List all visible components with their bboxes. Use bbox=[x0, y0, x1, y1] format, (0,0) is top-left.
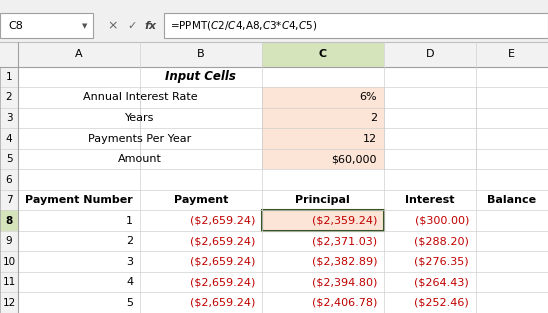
Text: ($2,659.24): ($2,659.24) bbox=[190, 257, 255, 267]
Text: Payments Per Year: Payments Per Year bbox=[88, 134, 192, 144]
Text: ($2,659.24): ($2,659.24) bbox=[190, 277, 255, 287]
Bar bbox=[0, 210, 18, 231]
Text: ($264.43): ($264.43) bbox=[414, 277, 469, 287]
Text: Payment: Payment bbox=[174, 195, 228, 205]
Text: ($300.00): ($300.00) bbox=[415, 216, 469, 226]
Text: 12: 12 bbox=[363, 134, 377, 144]
Text: fx: fx bbox=[145, 21, 157, 31]
Text: 8: 8 bbox=[5, 216, 13, 226]
Text: 5: 5 bbox=[5, 154, 13, 164]
Text: ($2,359.24): ($2,359.24) bbox=[312, 216, 377, 226]
Text: 3: 3 bbox=[126, 257, 133, 267]
Text: 1: 1 bbox=[126, 216, 133, 226]
Text: ($2,659.24): ($2,659.24) bbox=[190, 216, 255, 226]
Bar bbox=[262, 87, 384, 108]
Text: ($2,659.24): ($2,659.24) bbox=[190, 298, 255, 308]
Text: $60,000: $60,000 bbox=[332, 154, 377, 164]
Bar bbox=[164, 13, 548, 38]
Text: 11: 11 bbox=[2, 277, 16, 287]
Bar bbox=[262, 149, 384, 169]
Text: Amount: Amount bbox=[118, 154, 162, 164]
Text: ($2,394.80): ($2,394.80) bbox=[312, 277, 377, 287]
Text: ($2,382.89): ($2,382.89) bbox=[311, 257, 377, 267]
Text: B: B bbox=[197, 49, 204, 59]
Text: Payment Number: Payment Number bbox=[25, 195, 133, 205]
Bar bbox=[0, 67, 18, 313]
Text: 4: 4 bbox=[126, 277, 133, 287]
Text: 2: 2 bbox=[126, 236, 133, 246]
Text: 6%: 6% bbox=[359, 92, 377, 102]
Text: 12: 12 bbox=[2, 298, 16, 308]
Text: Input Cells: Input Cells bbox=[165, 70, 236, 84]
Text: 6: 6 bbox=[5, 175, 13, 185]
Text: Annual Interest Rate: Annual Interest Rate bbox=[83, 92, 197, 102]
Text: Years: Years bbox=[125, 113, 155, 123]
Bar bbox=[0, 42, 548, 67]
Text: 2: 2 bbox=[370, 113, 377, 123]
Text: C8: C8 bbox=[8, 21, 23, 31]
Text: 7: 7 bbox=[5, 195, 13, 205]
Text: 10: 10 bbox=[3, 257, 15, 267]
Text: Balance: Balance bbox=[487, 195, 536, 205]
Text: 5: 5 bbox=[126, 298, 133, 308]
Text: D: D bbox=[425, 49, 434, 59]
Bar bbox=[0, 0, 548, 42]
Bar bbox=[262, 210, 384, 231]
Text: ($2,659.24): ($2,659.24) bbox=[190, 236, 255, 246]
Text: ✓: ✓ bbox=[127, 21, 136, 31]
Text: 1: 1 bbox=[5, 72, 13, 82]
Text: ×: × bbox=[107, 19, 118, 33]
Text: 9: 9 bbox=[5, 236, 13, 246]
Bar bbox=[262, 128, 384, 149]
Text: =PPMT($C$2/$C$4,A8,$C$3*$C$4,$C$5): =PPMT($C$2/$C$4,A8,$C$3*$C$4,$C$5) bbox=[170, 19, 317, 33]
Text: C: C bbox=[319, 49, 327, 59]
Text: ($2,371.03): ($2,371.03) bbox=[312, 236, 377, 246]
Text: 4: 4 bbox=[5, 134, 13, 144]
Bar bbox=[0, 42, 548, 313]
Text: E: E bbox=[509, 49, 515, 59]
Text: ($2,406.78): ($2,406.78) bbox=[312, 298, 377, 308]
Text: Interest: Interest bbox=[405, 195, 454, 205]
Text: ▼: ▼ bbox=[82, 23, 88, 29]
Text: ($276.35): ($276.35) bbox=[414, 257, 469, 267]
Text: 3: 3 bbox=[5, 113, 13, 123]
Text: ($252.46): ($252.46) bbox=[414, 298, 469, 308]
Bar bbox=[262, 108, 384, 128]
Bar bbox=[262, 42, 384, 67]
Bar bbox=[0, 13, 93, 38]
Text: 2: 2 bbox=[5, 92, 13, 102]
Text: A: A bbox=[75, 49, 83, 59]
Text: Principal: Principal bbox=[295, 195, 350, 205]
Text: ($288.20): ($288.20) bbox=[414, 236, 469, 246]
